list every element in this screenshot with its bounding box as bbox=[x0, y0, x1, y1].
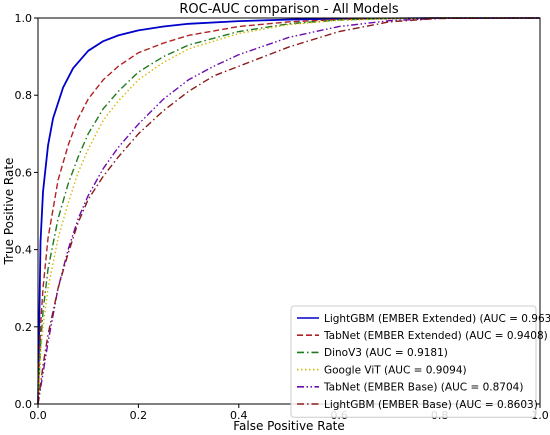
legend: LightGBM (EMBER Extended) (AUC = 0.9633)… bbox=[290, 305, 550, 418]
legend-entry: TabNet (EMBER Base) (AUC = 0.8704) bbox=[323, 382, 523, 394]
series-line bbox=[37, 17, 540, 405]
x-tick-label: 0.2 bbox=[130, 409, 148, 422]
x-tick-label: 0.0 bbox=[29, 409, 47, 422]
plot-area bbox=[37, 17, 541, 405]
x-tick-label: 0.4 bbox=[230, 409, 248, 422]
y-tick-label: 0.2 bbox=[15, 321, 33, 334]
series-line bbox=[37, 17, 541, 405]
legend-entry: Google ViT (AUC = 0.9094) bbox=[324, 364, 467, 376]
x-axis-title: False Positive Rate bbox=[233, 419, 345, 433]
legend-entry: LightGBM (EMBER Extended) (AUC = 0.9633) bbox=[324, 313, 550, 325]
y-tick-label: 0.8 bbox=[15, 89, 33, 102]
series-line bbox=[37, 17, 540, 405]
legend-box bbox=[290, 305, 537, 418]
y-tick-label: 1.0 bbox=[15, 12, 33, 25]
legend-entry: DinoV3 (AUC = 0.9181) bbox=[324, 347, 448, 359]
legend-entry: TabNet (EMBER Extended) (AUC = 0.9408) bbox=[323, 330, 548, 342]
y-tick-label: 0.0 bbox=[15, 398, 33, 411]
y-axis-ticks: 0.0 0.2 0.4 0.6 0.8 1.0 bbox=[15, 12, 38, 411]
y-axis-title: True Positive Rate bbox=[2, 158, 16, 266]
y-tick-label: 0.4 bbox=[15, 244, 33, 257]
plot-frame bbox=[37, 17, 541, 405]
chart-title: ROC-AUC comparison - All Models bbox=[179, 2, 399, 17]
legend-entry: LightGBM (EMBER Base) (AUC = 0.8603) bbox=[324, 399, 538, 411]
series-line bbox=[37, 17, 541, 405]
y-tick-label: 0.6 bbox=[15, 166, 33, 179]
